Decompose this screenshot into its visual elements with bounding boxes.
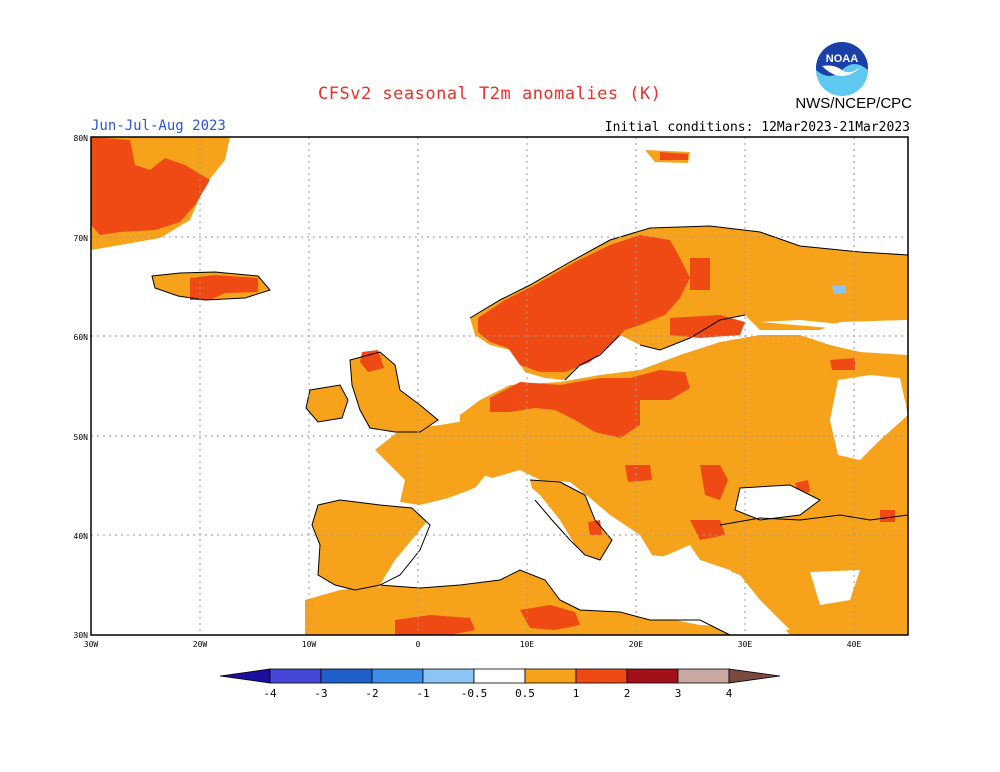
noaa-logo: NOAA bbox=[816, 42, 868, 96]
logo-text: NOAA bbox=[826, 53, 858, 65]
lon-label: 10W bbox=[302, 640, 317, 649]
lon-label: 20W bbox=[193, 640, 208, 649]
colorbar-label: 0.5 bbox=[515, 687, 535, 700]
warm-anomaly-2k-region bbox=[91, 137, 895, 635]
colorbar-label: -2 bbox=[365, 687, 378, 700]
colorbar-swatch bbox=[320, 668, 373, 684]
colorbar-swatch bbox=[219, 668, 271, 684]
agency-label: NWS/NCEP/CPC bbox=[795, 95, 912, 112]
colorbar-label: 3 bbox=[675, 687, 682, 700]
colorbar-label: -0.5 bbox=[461, 687, 488, 700]
colorbar-label: 2 bbox=[624, 687, 631, 700]
colorbar-swatch bbox=[626, 668, 679, 684]
neutral-anomaly-region bbox=[378, 320, 908, 630]
colorbar-swatch bbox=[575, 668, 628, 684]
lat-label: 80N bbox=[74, 134, 89, 143]
colorbar-label: -1 bbox=[416, 687, 429, 700]
colorbar-swatch bbox=[371, 668, 424, 684]
initial-conditions: Initial conditions: 12Mar2023-21Mar2023 bbox=[604, 120, 910, 135]
colorbar-label: 1 bbox=[573, 687, 580, 700]
chart-title: CFSv2 seasonal T2m anomalies (K) bbox=[318, 84, 662, 104]
lon-label: 20E bbox=[629, 640, 644, 649]
colorbar-swatch bbox=[473, 668, 526, 684]
coastlines bbox=[151, 225, 909, 636]
cold-anomaly-region bbox=[832, 285, 846, 294]
colorbar-swatch bbox=[269, 668, 322, 684]
lon-label: 30W bbox=[84, 640, 99, 649]
lat-label: 30N bbox=[74, 631, 89, 640]
lon-label: 0 bbox=[416, 640, 421, 649]
colorbar-swatch bbox=[524, 668, 577, 684]
colorbar-swatch bbox=[728, 668, 781, 684]
forecast-period: Jun-Jul-Aug 2023 bbox=[91, 118, 226, 134]
colorbar-label: 4 bbox=[726, 687, 733, 700]
lat-label: 70N bbox=[74, 234, 89, 243]
colorbar bbox=[219, 668, 781, 684]
lat-label: 60N bbox=[74, 333, 89, 342]
map-frame bbox=[90, 136, 909, 636]
lon-label: 30E bbox=[738, 640, 753, 649]
lon-label: 40E bbox=[847, 640, 862, 649]
colorbar-label: -3 bbox=[314, 687, 327, 700]
map-gridlines bbox=[91, 137, 908, 635]
lon-label: 10E bbox=[520, 640, 535, 649]
colorbar-label: -4 bbox=[263, 687, 277, 700]
colorbar-swatch bbox=[677, 668, 730, 684]
lat-label: 40N bbox=[74, 532, 89, 541]
colorbar-swatch bbox=[422, 668, 475, 684]
lat-label: 50N bbox=[74, 433, 89, 442]
